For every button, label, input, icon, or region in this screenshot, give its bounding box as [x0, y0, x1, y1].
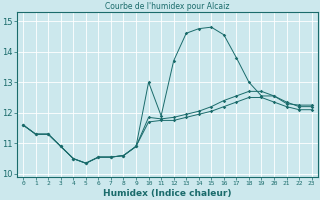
X-axis label: Humidex (Indice chaleur): Humidex (Indice chaleur) [103, 189, 232, 198]
Title: Courbe de l'humidex pour Alcaiz: Courbe de l'humidex pour Alcaiz [105, 2, 230, 11]
